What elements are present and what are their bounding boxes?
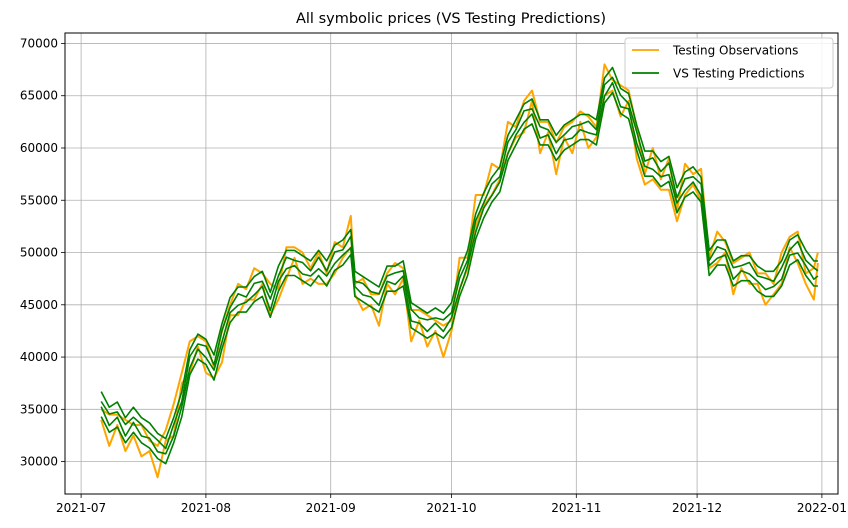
legend-box [624,37,834,89]
y-tick-label: 70000 [20,36,58,50]
x-tick-label: 2021-11 [551,501,601,515]
x-axis: 2021-07 2021-08 2021-09 2021-10 2021-11 2021-… [56,494,847,515]
y-tick-label: 50000 [20,246,58,260]
legend: Testing Observations VS Testing Predicti… [624,37,834,89]
y-tick-label: 40000 [20,350,58,364]
y-tick-label: 45000 [20,298,58,312]
predictions-line-1 [100,81,819,455]
y-tick-label: 35000 [20,402,58,416]
legend-observations-label: Testing Observations [672,44,798,58]
y-axis: 30000 35000 40000 45000 50000 55000 60000 65000… [20,36,65,469]
x-tick-label: 2021-07 [56,501,106,515]
x-tick-label: 2021-12 [672,501,722,515]
y-tick-label: 60000 [20,141,58,155]
x-tick-label: 2021-10 [426,501,476,515]
chart-title: All symbolic prices (VS Testing Predicti… [296,11,606,27]
predictions-series [100,66,819,465]
grid [65,33,838,494]
legend-predictions-label: VS Testing Predictions [673,67,805,81]
x-tick-label: 2021-08 [181,501,231,515]
x-tick-label: 2021-09 [306,501,356,515]
y-tick-label: 30000 [20,455,58,469]
y-tick-label: 65000 [20,89,58,103]
predictions-line-3 [100,66,818,440]
x-tick-label: 2022-01 [797,501,847,515]
y-tick-label: 55000 [20,193,58,207]
